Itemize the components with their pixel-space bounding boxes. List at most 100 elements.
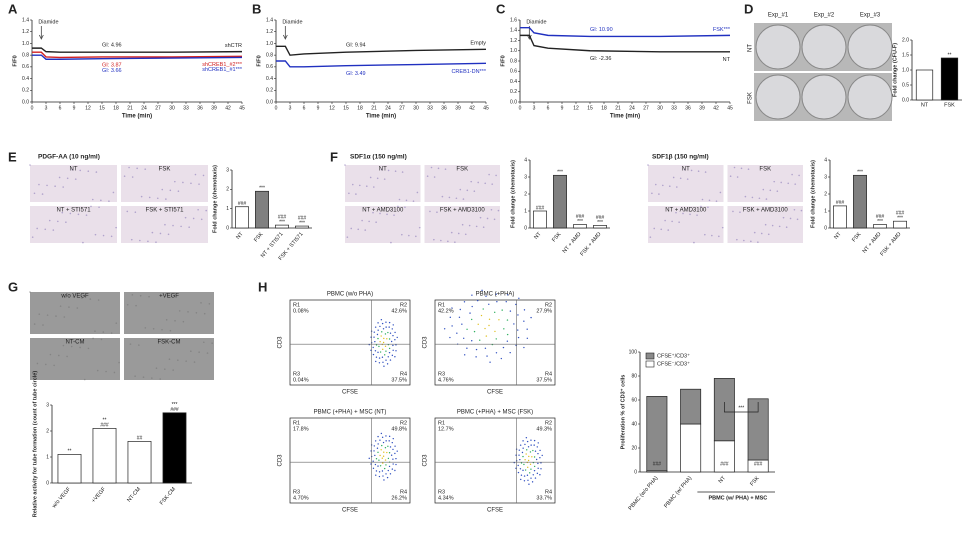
cell-speck	[778, 225, 781, 228]
event-dot	[382, 348, 384, 351]
cell-speck	[466, 189, 469, 192]
cell-speck	[765, 198, 768, 200]
event-dot	[517, 464, 519, 467]
micrograph	[648, 165, 724, 202]
cell-speck	[482, 226, 485, 229]
event-dot	[463, 301, 466, 303]
panel-label: A	[8, 1, 18, 16]
event-dot	[378, 475, 381, 478]
cell-speck	[144, 327, 147, 329]
y-tick-label: 0.4	[510, 79, 517, 85]
event-dot	[518, 449, 521, 451]
image-label: w/o VEGF	[60, 294, 89, 300]
event-dot	[496, 301, 498, 303]
cell-speck	[200, 218, 203, 221]
x-tick-label: 24	[141, 105, 147, 111]
event-dot	[377, 451, 379, 454]
event-dot	[529, 451, 532, 453]
cell-speck	[379, 212, 381, 215]
panel-label: D	[744, 1, 753, 16]
cell-speck	[649, 236, 652, 238]
x-tick-label: 6	[547, 105, 550, 111]
cell-speck	[387, 169, 390, 172]
cell-speck	[693, 241, 695, 244]
image-label: FSK-CM	[158, 340, 181, 346]
cell-speck	[701, 198, 704, 201]
cell-speck	[408, 234, 410, 237]
cell-speck	[110, 235, 113, 238]
event-dot	[537, 452, 539, 455]
y-tick-label: 0.8	[266, 52, 273, 58]
event-dot	[518, 297, 520, 299]
cell-speck	[653, 227, 656, 230]
quadrant-value: 0.08%	[293, 308, 309, 314]
event-dot	[380, 335, 382, 337]
image-label: FSK	[759, 167, 771, 173]
y-tick-label: 3	[824, 174, 827, 180]
cell-speck	[346, 236, 349, 238]
culture-plate	[755, 24, 801, 70]
cell-speck	[31, 236, 34, 238]
cell-speck	[401, 233, 403, 236]
cell-speck	[203, 312, 206, 315]
cell-speck	[98, 206, 100, 209]
event-dot	[377, 329, 379, 331]
cell-speck	[767, 233, 770, 236]
event-dot	[537, 442, 539, 444]
x-tick-label: 15	[587, 105, 593, 111]
event-dot	[488, 318, 491, 320]
event-dot	[380, 432, 383, 435]
event-dot	[523, 463, 525, 466]
y-tick-label: 0.0	[902, 97, 909, 103]
y-tick-label: 1.4	[22, 17, 29, 23]
x-tick-label: 18	[357, 105, 363, 111]
event-dot	[394, 469, 396, 472]
cell-speck	[689, 213, 691, 216]
cell-speck	[433, 176, 436, 178]
quadrant-value: 33.7%	[536, 495, 552, 501]
cell-speck	[83, 378, 86, 381]
event-dot	[395, 350, 397, 352]
cell-speck	[690, 169, 693, 172]
y-tick-label: 1.0	[22, 41, 29, 47]
cell-speck	[38, 313, 41, 315]
cell-speck	[180, 225, 182, 228]
cell-speck	[102, 331, 105, 333]
cell-speck	[68, 306, 70, 308]
cell-speck	[66, 177, 69, 180]
event-dot	[379, 325, 381, 328]
cell-speck	[678, 221, 680, 224]
cell-speck	[658, 193, 660, 195]
cell-speck	[94, 330, 96, 332]
x-tick-label: 12	[85, 105, 91, 111]
cell-speck	[70, 345, 73, 348]
significance: ###	[536, 205, 545, 211]
cell-speck	[54, 185, 56, 188]
event-dot	[382, 328, 385, 330]
bar	[235, 206, 249, 229]
x-tick-label: NT	[921, 102, 929, 108]
cell-speck	[202, 341, 205, 344]
event-dot	[379, 439, 381, 441]
bracket	[724, 402, 759, 413]
event-dot	[525, 453, 527, 455]
event-dot	[384, 333, 387, 335]
y-tick-label: 1.2	[22, 29, 29, 35]
cell-speck	[161, 188, 164, 191]
x-tick-label: 0	[31, 105, 34, 111]
cell-speck	[169, 189, 172, 192]
x-tick-label: 9	[561, 105, 564, 111]
culture-plate	[801, 24, 847, 70]
y-tick-label: 0.6	[510, 69, 517, 75]
cell-speck	[447, 240, 449, 243]
cell-speck	[165, 198, 167, 200]
cell-speck	[155, 241, 157, 243]
quadrant-name: R4	[400, 371, 407, 377]
image-label: NT	[379, 167, 387, 173]
image-label: NT-CM	[66, 340, 85, 346]
image-label: FSK	[456, 167, 468, 173]
significance: ###	[170, 407, 179, 413]
event-dot	[529, 463, 532, 466]
image-label: NT + STI571	[56, 208, 91, 214]
cell-speck	[31, 372, 34, 375]
